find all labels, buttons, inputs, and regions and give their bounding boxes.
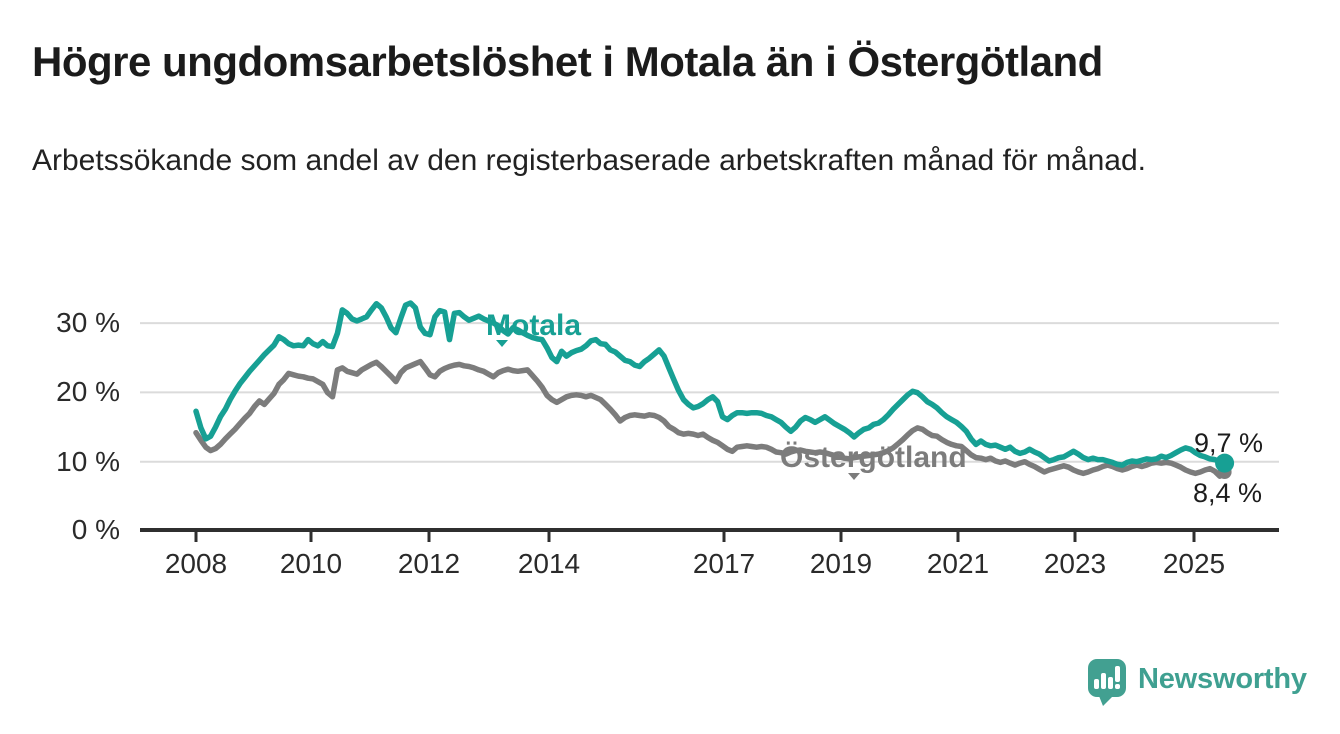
newsworthy-logo: Newsworthy [1088,658,1328,718]
ostergotland-line [193,358,1228,479]
x-tick-label-2019: 2019 [809,548,873,579]
chart-subtitle: Arbetssökande som andel av den registerb… [32,144,1146,177]
end-value-label-motala: 9,7 % [1194,428,1264,458]
exclamation-icon [1115,666,1120,682]
x-axis-tick [839,530,843,542]
x-axis-tick [309,530,313,542]
x-tick-label-2025: 2025 [1162,548,1226,579]
chevron-down-icon [496,340,508,347]
x-tick-label-2023: 2023 [1043,548,1107,579]
bar-icon [1108,677,1113,689]
motala-end-dot [1215,453,1235,473]
x-tick-label-2008: 2008 [164,548,228,579]
x-axis-tick [1073,530,1077,542]
x-axis-tick [1192,530,1196,542]
x-tick-label-2017: 2017 [692,548,756,579]
x-axis-tick [427,530,431,542]
x-tick-label-2021: 2021 [926,548,990,579]
y-tick-label-0: 0 % [71,514,120,545]
exclamation-dot-icon [1115,684,1120,689]
brand-name: Newsworthy [1138,663,1307,695]
series-label-ostergotland: Östergötland [780,441,967,474]
x-tick-label-2014: 2014 [517,548,581,579]
x-tick-label-2010: 2010 [279,548,343,579]
bar-chart-speech-bubble-icon [1088,659,1126,697]
speech-bubble-tail-icon [1099,696,1113,706]
bar-icon [1101,673,1106,689]
series-label-motala: Motala [486,309,582,342]
y-tick-label-20: 20 % [56,376,120,407]
x-axis-tick [547,530,551,542]
x-axis-tick [722,530,726,542]
x-axis-ticks [194,530,1196,542]
x-tick-label-2012: 2012 [397,548,461,579]
y-tick-label-10: 10 % [56,446,120,477]
x-axis [140,528,1279,542]
y-tick-label-30: 30 % [56,307,120,338]
chevron-down-icon [848,473,860,480]
bar-icon [1094,679,1099,689]
x-axis-tick [194,530,198,542]
x-axis-tick [956,530,960,542]
page-title: Högre ungdomsarbetslöshet i Motala än i … [32,38,1103,85]
motala-line [193,300,1228,468]
end-value-label-ostergotland: 8,4 % [1193,478,1263,508]
